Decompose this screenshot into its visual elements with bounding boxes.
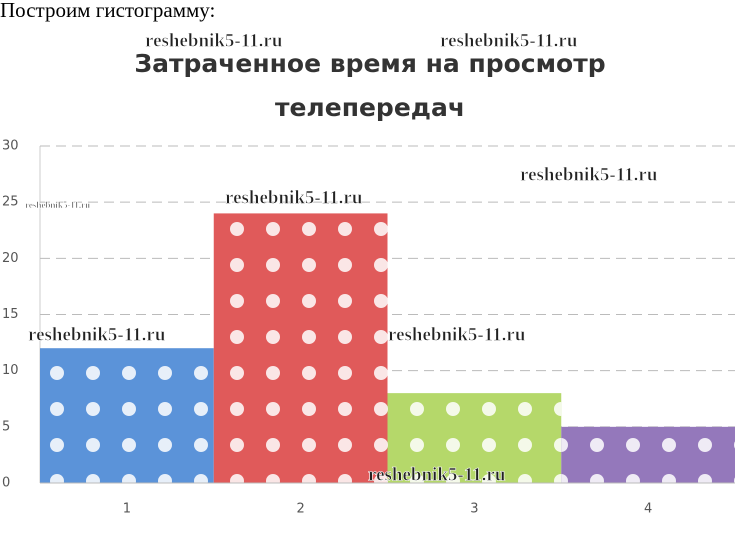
heading: Построим гистограмму: <box>0 0 216 22</box>
y-tick-label: 25 <box>2 195 19 210</box>
chart-title: Затраченное время на просмотр телепереда… <box>134 49 606 122</box>
watermark: reshebnik5-11.ru <box>28 324 166 345</box>
watermark: reshebnik5-11.ru <box>145 30 283 51</box>
y-tick-label: 15 <box>2 307 19 322</box>
x-tick-label: 4 <box>644 502 652 517</box>
x-tick-label: 2 <box>296 502 304 517</box>
bar-pattern <box>40 348 214 483</box>
y-tick-label: 5 <box>2 419 10 434</box>
y-tick-label: 30 <box>2 139 19 154</box>
watermark: reshebnik5-11.ru <box>440 30 578 51</box>
x-tick-label: 1 <box>123 502 131 517</box>
watermark: reshebnik5-11.ru <box>520 164 658 185</box>
watermark: reshebnik5-11.ru <box>25 200 90 210</box>
y-tick-label: 10 <box>2 363 19 378</box>
bar-pattern <box>213 213 388 483</box>
x-tick-label: 3 <box>470 502 478 517</box>
watermark: reshebnik5-11.ru <box>225 187 363 208</box>
y-tick-label: 0 <box>2 476 10 491</box>
y-tick-label: 20 <box>2 251 19 266</box>
bar-pattern <box>561 426 735 483</box>
watermark: reshebnik5-11.ru <box>368 464 506 485</box>
watermark: reshebnik5-11.ru <box>388 324 526 345</box>
bar-pattern <box>387 393 562 483</box>
